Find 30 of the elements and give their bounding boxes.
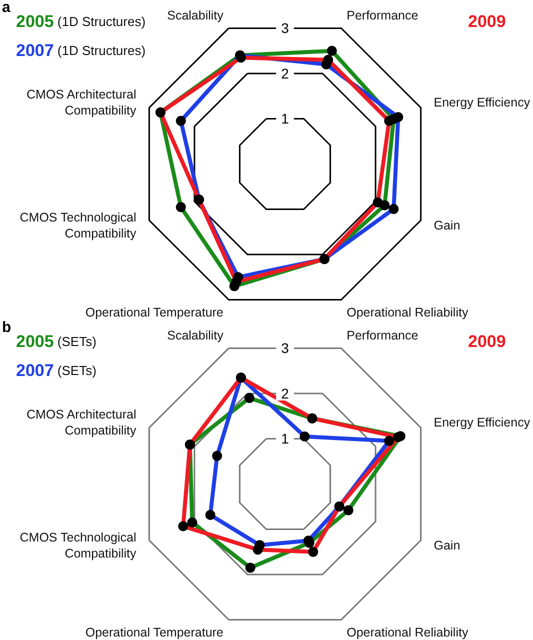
text: 2009 [468,12,506,31]
spoke-label: Operational Temperature [85,306,224,320]
y-tick-label: 1 [281,430,290,447]
text: 2005 (1D Structures) [16,12,146,31]
spoke-label: Gain [434,538,460,553]
spoke-label: Operational Temperature [85,626,224,640]
spoke-label: Gain [434,218,460,233]
y-tick-label: 3 [281,340,290,356]
spoke-label: Operational Reliability [346,626,469,640]
spoke-label: Operational Reliability [346,306,469,320]
text: 2007 (1D Structures) [16,41,146,60]
spoke-label: Energy Efficiency [434,95,531,110]
spoke-label: CMOS Architectural Compatibility [26,87,137,118]
spoke-label: Performance [346,8,418,22]
spoke-label: Scalability [167,8,224,22]
spoke-label: Performance [346,328,418,342]
spoke-label: Energy Efficiency [434,415,531,430]
y-tick-label: 3 [281,20,290,36]
spoke-label: CMOS Architectural Compatibility [26,407,137,438]
spoke-label: CMOS Technological Compatibility [20,530,137,561]
chart-title: a [2,0,11,16]
spoke-label: CMOS Technological Compatibility [20,210,137,241]
y-tick-label: 2 [281,65,290,82]
chart-title: b [2,319,12,336]
text: 2005 (SETs) [16,332,96,351]
y-tick-label: 2 [281,385,290,402]
text: 2007 (SETs) [16,361,96,380]
spoke-label: Scalability [167,328,224,342]
y-tick-label: 1 [281,110,290,127]
text: 2009 [468,332,506,351]
